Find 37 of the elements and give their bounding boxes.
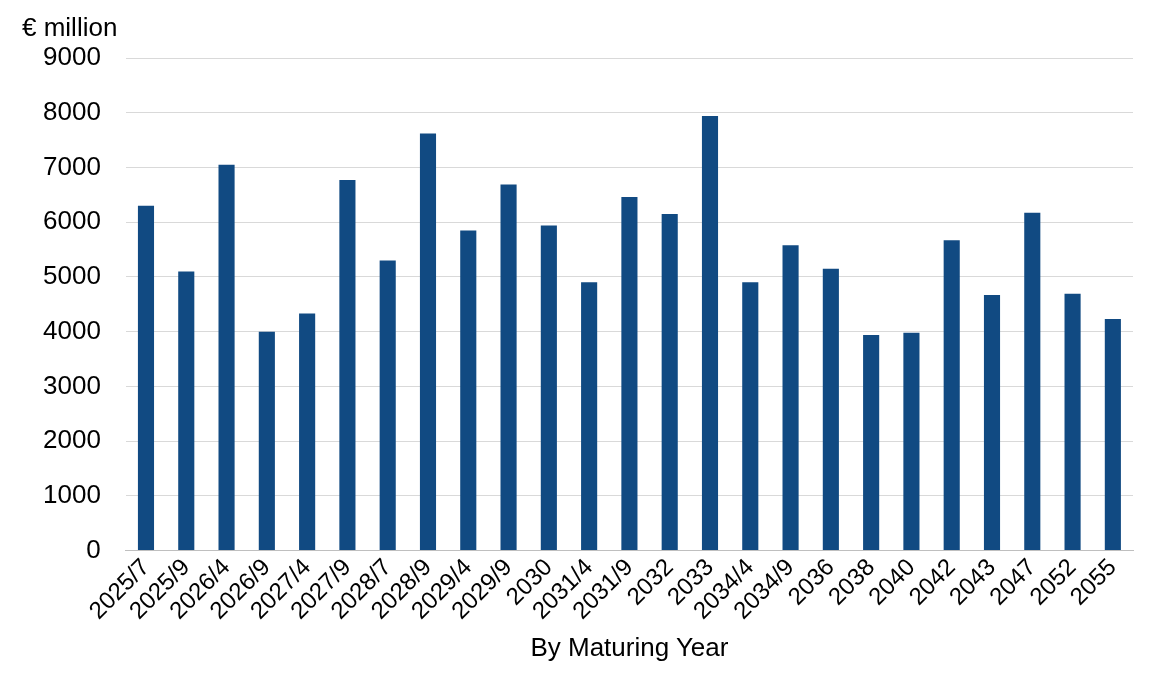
bar	[540, 225, 557, 551]
bar	[379, 260, 396, 551]
bar	[460, 230, 477, 551]
bar	[943, 240, 960, 551]
y-tick-label: 9000	[43, 41, 101, 72]
y-tick-label: 6000	[43, 205, 101, 236]
bar	[178, 271, 195, 551]
bar	[299, 313, 316, 551]
y-axis-title: € million	[22, 12, 118, 43]
bar	[218, 164, 235, 551]
y-tick-label: 0	[86, 533, 101, 564]
y-tick-label: 2000	[43, 424, 101, 455]
y-tick-label: 1000	[43, 478, 101, 509]
bar	[742, 282, 759, 551]
x-axis-title: By Maturing Year	[530, 631, 729, 662]
bar	[419, 133, 437, 551]
bar	[339, 180, 356, 551]
y-tick-label: 4000	[43, 314, 101, 345]
bar	[258, 331, 275, 551]
bar	[1064, 293, 1081, 551]
y-tick-label: 8000	[43, 95, 101, 126]
bar	[983, 294, 1001, 551]
y-tick-label: 7000	[43, 150, 101, 181]
bar	[661, 213, 678, 551]
y-tick-label: 3000	[43, 369, 101, 400]
bar	[500, 184, 517, 551]
bar	[1104, 319, 1121, 551]
bar	[701, 116, 719, 551]
bar	[581, 282, 598, 551]
bar	[1024, 212, 1041, 551]
bar	[863, 334, 880, 551]
bar	[621, 197, 638, 551]
bar	[822, 268, 839, 551]
y-tick-label: 5000	[43, 260, 101, 291]
bar	[903, 332, 920, 551]
bar	[137, 205, 155, 551]
bar	[782, 245, 799, 551]
